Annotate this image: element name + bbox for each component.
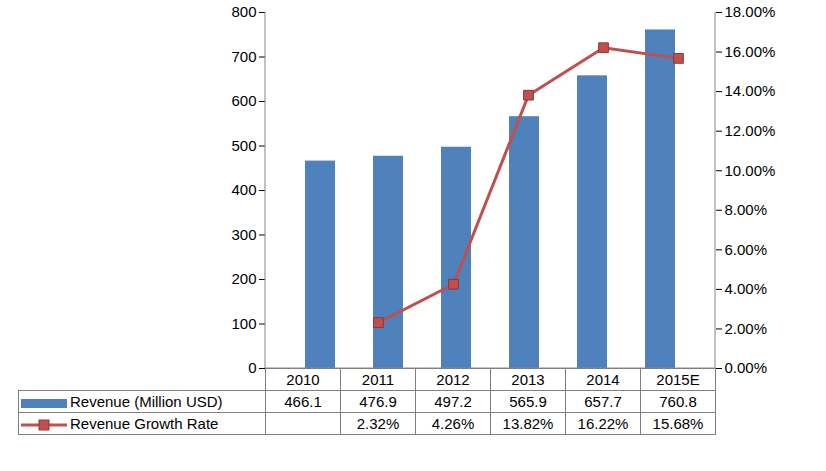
html-text:2014: 2014 — [586, 371, 620, 388]
html-text:497.2: 497.2 — [434, 393, 472, 410]
html-text:15.68%: 15.68% — [652, 415, 704, 432]
svg-text:500: 500 — [231, 137, 256, 154]
svg-text:2.00%: 2.00% — [725, 320, 768, 337]
svg-text:700: 700 — [231, 48, 256, 65]
svg-text:100: 100 — [231, 315, 256, 332]
svg-text:12.00%: 12.00% — [725, 122, 776, 139]
svg-text:300: 300 — [231, 226, 256, 243]
svg-text:4.00%: 4.00% — [725, 280, 768, 297]
svg-text:8.00%: 8.00% — [725, 201, 768, 218]
html-text:16.22%: 16.22% — [577, 415, 629, 432]
html-text:Revenue (Million USD): Revenue (Million USD) — [70, 393, 223, 410]
html-text:2.32%: 2.32% — [356, 415, 400, 432]
svg-text:0.00%: 0.00% — [725, 359, 768, 376]
html-text:2013: 2013 — [511, 371, 545, 388]
html-text:4.26%: 4.26% — [431, 415, 475, 432]
svg-text:14.00%: 14.00% — [725, 82, 776, 99]
svg-text:16.00%: 16.00% — [725, 43, 776, 60]
html-text:476.9: 476.9 — [359, 393, 397, 410]
html-text:2011: 2011 — [361, 371, 395, 388]
html-text:2010: 2010 — [286, 371, 320, 388]
svg-text:10.00%: 10.00% — [725, 162, 776, 179]
html-text:466.1: 466.1 — [284, 393, 322, 410]
svg-text:800: 800 — [231, 3, 256, 20]
html-text:2012: 2012 — [436, 371, 470, 388]
html-text:Revenue Growth Rate: Revenue Growth Rate — [70, 415, 219, 432]
svg-text:6.00%: 6.00% — [725, 241, 768, 258]
svg-text:600: 600 — [231, 92, 256, 109]
svg-text:18.00%: 18.00% — [725, 3, 776, 20]
svg-text:0: 0 — [248, 359, 256, 376]
html-text:565.9: 565.9 — [509, 393, 547, 410]
html-text:2015E: 2015E — [656, 371, 700, 388]
html-text:13.82%: 13.82% — [502, 415, 554, 432]
html-text:760.8: 760.8 — [659, 393, 697, 410]
html-text:657.7: 657.7 — [584, 393, 622, 410]
svg-text:400: 400 — [231, 181, 256, 198]
svg-text:200: 200 — [231, 270, 256, 287]
